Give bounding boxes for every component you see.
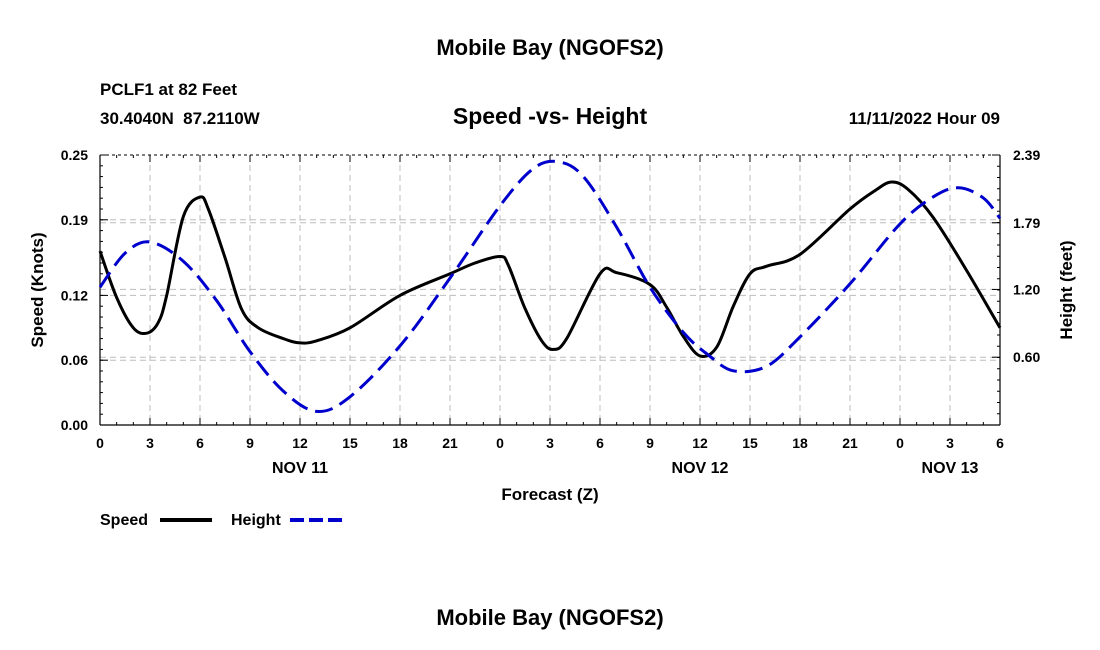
series-line-height — [98, 159, 1002, 414]
x-tick-label: 18 — [792, 435, 808, 451]
x-tick-label: 3 — [946, 435, 954, 451]
y-left-tick-label: 0.00 — [61, 417, 88, 433]
y-right-tick-label: 1.79 — [1013, 215, 1040, 231]
y-right-tick-label: 0.60 — [1013, 349, 1040, 365]
x-tick-label: 15 — [342, 435, 358, 451]
x-tick-label: 12 — [292, 435, 308, 451]
forecast-datetime: 11/11/2022 Hour 09 — [849, 109, 1000, 128]
y-left-tick-label: 0.19 — [61, 212, 88, 228]
x-tick-label: 21 — [442, 435, 458, 451]
y-left-tick-label: 0.06 — [61, 352, 88, 368]
y-right-tick-label: 2.39 — [1013, 147, 1040, 163]
x-tick-label: 15 — [742, 435, 758, 451]
day-label: NOV 13 — [922, 460, 979, 477]
x-tick-label: 18 — [392, 435, 408, 451]
x-tick-label: 6 — [596, 435, 604, 451]
x-tick-label: 21 — [842, 435, 858, 451]
x-tick-label: 9 — [646, 435, 654, 451]
x-tick-label: 6 — [196, 435, 204, 451]
station-name: PCLF1 at 82 Feet — [100, 80, 237, 99]
grid-lines — [100, 155, 1000, 425]
chart-title: Speed -vs- Height — [453, 103, 648, 129]
x-tick-label: 0 — [896, 435, 904, 451]
y-left-tick-label: 0.25 — [61, 147, 88, 163]
x-tick-label: 0 — [96, 435, 104, 451]
x-tick-label: 9 — [246, 435, 254, 451]
series-line-speed — [98, 180, 1002, 358]
legend-label-speed: Speed — [100, 512, 148, 529]
y-axis-left-label: Speed (Knots) — [28, 232, 47, 347]
day-label: NOV 11 — [272, 460, 328, 477]
page-title-bottom: Mobile Bay (NGOFS2) — [436, 605, 663, 630]
day-label: NOV 12 — [672, 460, 729, 477]
x-tick-label: 3 — [146, 435, 154, 451]
series-lines — [98, 159, 1002, 414]
x-tick-label: 3 — [546, 435, 554, 451]
y-left-tick-label: 0.12 — [61, 287, 88, 303]
x-tick-label: 6 — [996, 435, 1004, 451]
x-tick-label: 12 — [692, 435, 708, 451]
station-coordinates: 30.4040N 87.2110W — [100, 109, 261, 128]
legend: Speed Height — [100, 512, 342, 529]
y-right-tick-label: 1.20 — [1013, 281, 1040, 297]
x-axis-label: Forecast (Z) — [501, 485, 598, 504]
page-title-top: Mobile Bay (NGOFS2) — [436, 35, 663, 60]
x-tick-label: 0 — [496, 435, 504, 451]
axis-ticks: 0 3 6 9 12 15 18 21 0 3 6 9 12 15 18 21 0 3 6 NOV 11 NOV 12 N… — [61, 147, 1041, 477]
y-axis-right-label: Height (feet) — [1057, 240, 1076, 339]
legend-label-height: Height — [231, 512, 281, 529]
